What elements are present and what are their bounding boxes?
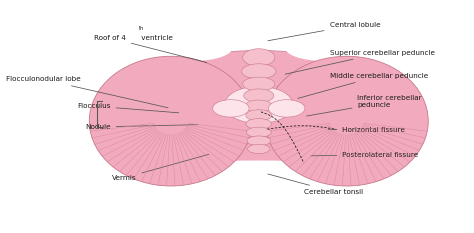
Ellipse shape (89, 56, 252, 186)
Text: Nodule: Nodule (85, 124, 198, 130)
Ellipse shape (246, 127, 271, 137)
Ellipse shape (246, 110, 272, 121)
Text: O: O (111, 95, 174, 166)
Ellipse shape (268, 100, 305, 117)
Ellipse shape (91, 161, 426, 212)
Ellipse shape (247, 144, 270, 154)
Text: Posterolateral fissure: Posterolateral fissure (311, 152, 419, 158)
Ellipse shape (244, 89, 274, 102)
Text: Inferior cerebellar
peduncle: Inferior cerebellar peduncle (307, 95, 422, 116)
Ellipse shape (243, 49, 275, 66)
Ellipse shape (246, 119, 272, 129)
Text: Vermis: Vermis (112, 154, 209, 181)
Text: Middle cerebellar peduncle: Middle cerebellar peduncle (298, 73, 428, 98)
Ellipse shape (243, 77, 275, 91)
Text: Cerebellar tonsil: Cerebellar tonsil (268, 174, 363, 195)
Ellipse shape (265, 56, 428, 186)
Ellipse shape (242, 64, 276, 79)
Text: Superior cerebellar peduncle: Superior cerebellar peduncle (285, 50, 435, 74)
Ellipse shape (104, 51, 413, 185)
Text: Horizontal fissure: Horizontal fissure (328, 127, 405, 134)
Ellipse shape (247, 136, 271, 146)
Text: Roof of 4: Roof of 4 (94, 35, 207, 62)
Text: Flocculus: Flocculus (77, 103, 179, 113)
Text: ventricle: ventricle (138, 35, 173, 41)
Text: Central lobule: Central lobule (268, 22, 380, 41)
Ellipse shape (224, 86, 293, 123)
Ellipse shape (284, 33, 362, 61)
Text: Flocculonodular lobe: Flocculonodular lobe (6, 76, 168, 108)
Ellipse shape (213, 100, 249, 117)
Ellipse shape (245, 100, 273, 112)
Text: th: th (138, 26, 144, 31)
Ellipse shape (156, 33, 233, 61)
